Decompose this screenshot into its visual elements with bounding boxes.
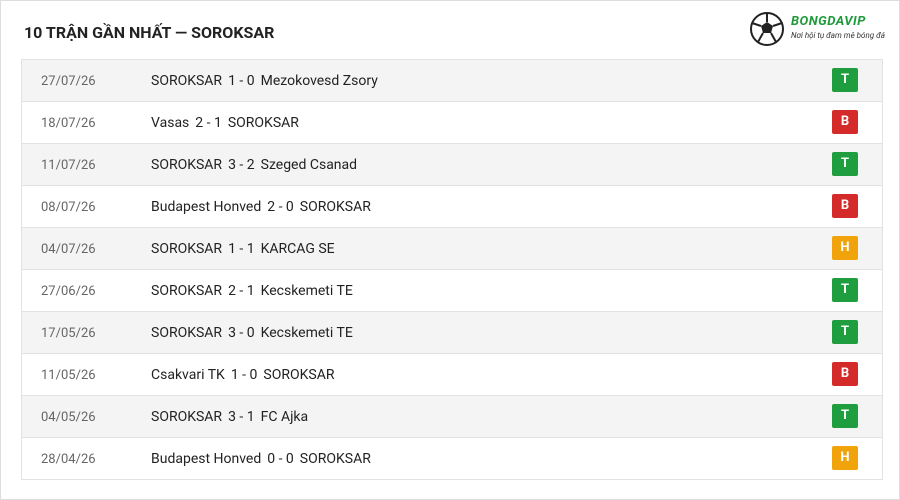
match-date: 27/07/26 [41,74,96,89]
away-team: SOROKSAR [263,367,335,383]
score: 2 - 0 [267,199,294,215]
result-badge: T [832,320,858,344]
score: 3 - 0 [228,325,255,341]
match-row: 17/05/26 SOROKSAR 3 - 0 Kecskemeti TE T [22,312,882,354]
home-team: SOROKSAR [151,283,223,299]
match-date: 18/07/26 [41,116,96,131]
away-team: SOROKSAR [299,199,371,215]
match-line: SOROKSAR 3 - 0 Kecskemeti TE [151,325,353,341]
away-team: SOROKSAR [299,451,371,467]
home-team: Budapest Honved [151,451,262,467]
match-line: Csakvari TK 1 - 0 SOROKSAR [151,367,334,383]
logo-ball [750,12,784,46]
match-line: SOROKSAR 1 - 0 Mezokovesd Zsory [151,73,378,89]
home-team: SOROKSAR [151,157,223,173]
away-team: SOROKSAR [227,115,299,131]
match-row: 04/07/26 SOROKSAR 1 - 1 KARCAG SE H [22,228,882,270]
match-date: 04/05/26 [41,410,96,425]
score: 2 - 1 [195,115,222,131]
match-date: 11/05/26 [41,368,96,383]
home-team: SOROKSAR [151,325,223,341]
away-team: FC Ajka [260,409,309,425]
match-line: SOROKSAR 1 - 1 KARCAG SE [151,241,335,257]
result-badge: H [832,236,858,260]
logo: BONGDAVIP Nơi hội tụ đam mê bóng đá [749,10,889,46]
result-badge: T [832,404,858,428]
home-team: SOROKSAR [151,241,223,257]
score: 3 - 1 [228,409,255,425]
match-date: 27/06/26 [41,284,96,299]
result-badge: B [832,110,858,134]
score: 1 - 0 [228,73,255,89]
match-row: 04/05/26 SOROKSAR 3 - 1 FC Ajka T [22,396,882,438]
title: 10 TRẬN GẦN NHẤT — SOROKSAR [24,23,275,42]
away-team: Mezokovesd Zsory [260,73,378,89]
home-team: Csakvari TK [151,367,225,383]
home-team: SOROKSAR [151,73,223,89]
match-date: 17/05/26 [41,326,96,341]
score: 2 - 1 [228,283,255,299]
match-row: 11/05/26 Csakvari TK 1 - 0 SOROKSAR B [22,354,882,396]
away-team: Kecskemeti TE [260,283,353,299]
match-date: 04/07/26 [41,242,96,257]
away-team: Szeged Csanad [260,157,358,173]
away-team: Kecskemeti TE [260,325,353,341]
score: 3 - 2 [228,157,255,173]
logo-tagline: Nơi hội tụ đam mê bóng đá [791,31,885,40]
result-badge: B [832,362,858,386]
logo-brand: BONGDAVIP [791,14,866,29]
match-line: SOROKSAR 3 - 1 FC Ajka [151,409,308,425]
match-line: SOROKSAR 2 - 1 Kecskemeti TE [151,283,353,299]
home-team: SOROKSAR [151,409,223,425]
match-line: Budapest Honved 2 - 0 SOROKSAR [151,199,371,215]
match-row: 11/07/26 SOROKSAR 3 - 2 Szeged Csanad T [22,144,882,186]
score: 1 - 0 [230,367,258,383]
score: 0 - 0 [267,451,294,467]
match-line: Vasas 2 - 1 SOROKSAR [151,115,299,131]
match-row: 27/07/26 SOROKSAR 1 - 0 Mezokovesd Zsory T [22,60,882,102]
result-badge: T [832,152,858,176]
result-badge: T [832,278,858,302]
match-table: 27/07/26 SOROKSAR 1 - 0 Mezokovesd Zsory T 18… [21,59,883,480]
match-date: 08/07/26 [41,200,96,215]
match-row: 28/04/26 Budapest Honved 0 - 0 SOROKSAR H [22,438,882,480]
match-row: 27/06/26 SOROKSAR 2 - 1 Kecskemeti TE T [22,270,882,312]
home-team: Vasas [151,115,190,131]
match-line: SOROKSAR 3 - 2 Szeged Csanad [151,157,357,173]
home-team: Budapest Honved [151,199,262,215]
match-row: 08/07/26 Budapest Honved 2 - 0 SOROKSAR B [22,186,882,228]
result-badge: B [832,194,858,218]
result-badge: T [832,68,858,92]
result-badge: H [832,446,858,470]
match-date: 11/07/26 [41,158,96,173]
away-team: KARCAG SE [260,241,335,257]
match-line: Budapest Honved 0 - 0 SOROKSAR [151,451,371,467]
match-date: 28/04/26 [41,452,96,467]
match-row: 18/07/26 Vasas 2 - 1 SOROKSAR B [22,102,882,144]
score: 1 - 1 [228,241,255,257]
